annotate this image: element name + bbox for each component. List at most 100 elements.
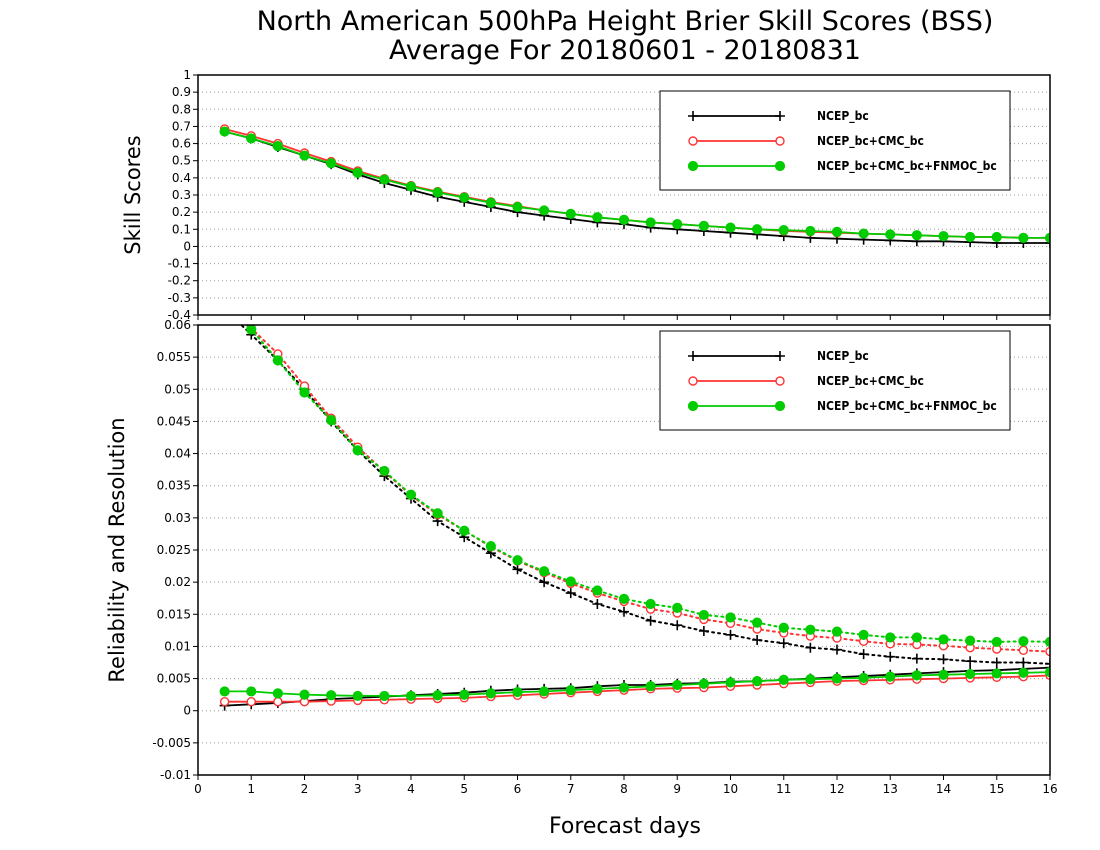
data-point (246, 697, 256, 707)
data-point (618, 682, 630, 693)
data-point (672, 620, 683, 631)
data-point (1045, 658, 1050, 669)
data-point (965, 668, 976, 680)
data-point (805, 225, 816, 237)
data-point (618, 593, 630, 604)
data-point (672, 602, 683, 613)
x-axis-label: Forecast days (549, 814, 701, 839)
y-tick-label: 0.1 (172, 222, 191, 236)
data-point (592, 683, 603, 694)
y-tick-label: 0.045 (157, 414, 191, 428)
data-point (805, 624, 816, 635)
y-tick-label: 0 (183, 704, 191, 718)
data-point (725, 629, 736, 640)
legend-marker (775, 376, 785, 386)
x-tick-label: 8 (620, 782, 628, 796)
data-point (592, 599, 603, 609)
data-point (326, 158, 337, 169)
data-point (512, 201, 523, 213)
x-tick-label: 2 (301, 782, 309, 796)
data-point (645, 615, 656, 626)
legend-marker (688, 136, 698, 146)
reliability-y-axis-label: Reliability and Resolution (105, 417, 129, 682)
data-point (1044, 232, 1050, 243)
data-point (911, 670, 922, 681)
legend-marker (687, 400, 699, 412)
data-point (698, 609, 709, 621)
data-point (752, 224, 763, 235)
data-point (1044, 667, 1050, 678)
legend-marker (775, 136, 785, 146)
data-point (778, 638, 789, 649)
data-point (991, 668, 1002, 679)
data-point (432, 187, 443, 198)
data-point (246, 686, 257, 697)
data-point (885, 632, 896, 643)
data-point (379, 465, 390, 477)
data-point (539, 577, 550, 588)
data-point (911, 230, 922, 241)
legend-marker (774, 400, 786, 412)
data-point (1018, 645, 1029, 655)
data-point (752, 617, 763, 628)
x-tick-label: 16 (1042, 782, 1057, 796)
data-point (831, 673, 843, 684)
data-point (565, 576, 576, 587)
data-point (299, 387, 310, 398)
data-point (725, 612, 736, 623)
data-point (885, 229, 896, 240)
data-point (1044, 636, 1050, 648)
data-point (485, 197, 496, 208)
data-point (221, 299, 229, 307)
legend-marker (688, 111, 698, 121)
data-point (858, 672, 869, 684)
data-point (299, 150, 310, 161)
data-point (512, 686, 523, 698)
data-point (752, 635, 763, 645)
x-tick-label: 3 (354, 782, 362, 796)
data-point (858, 629, 869, 640)
legend: NCEP_bc NCEP_bc+CMC_bc NCEP_bc+CMC_bc+FNMO… (659, 330, 1011, 431)
data-point (645, 217, 656, 228)
data-point (432, 690, 443, 701)
data-point (352, 690, 363, 702)
data-point (1045, 646, 1050, 657)
y-tick-label: 0.005 (157, 672, 191, 686)
data-point (618, 214, 630, 225)
data-point (1018, 232, 1029, 243)
x-tick-label: 1 (247, 782, 255, 796)
data-point (352, 167, 363, 178)
data-point (565, 208, 576, 219)
data-point (672, 219, 683, 230)
y-tick-label: 0.01 (164, 639, 191, 653)
y-tick-label: 0.9 (172, 85, 191, 99)
data-point (272, 688, 283, 699)
y-tick-label: -0.01 (160, 768, 191, 782)
reliability-resolution-panel: -0.01 -0.005 0 0.005 0.01 0.015 0.02 0.025 0.03 0… (152, 298, 1057, 796)
data-point (219, 686, 230, 697)
data-point (246, 133, 257, 144)
data-point (778, 674, 789, 685)
y-tick-label: 0.015 (157, 607, 191, 621)
data-point (778, 622, 789, 633)
data-point (565, 685, 576, 696)
data-point (805, 674, 816, 685)
y-tick-label: 0.035 (157, 479, 191, 493)
data-point (352, 445, 363, 456)
data-point (938, 634, 949, 645)
data-point (379, 174, 390, 185)
legend-marker (775, 351, 785, 361)
data-point (326, 690, 337, 701)
y-tick-label: 0.02 (164, 575, 191, 589)
data-point (219, 126, 230, 137)
y-tick-label: 0 (183, 239, 191, 253)
chart-title-line-2: Average For 20180601 - 20180831 (389, 35, 861, 66)
legend-label: NCEP_bc (817, 349, 869, 364)
x-tick-label: 15 (989, 782, 1004, 796)
y-tick-label: 0.055 (157, 350, 191, 364)
data-point (220, 298, 229, 307)
x-tick-label: 7 (567, 782, 575, 796)
x-tick-label: 0 (194, 782, 202, 796)
data-point (805, 642, 816, 653)
